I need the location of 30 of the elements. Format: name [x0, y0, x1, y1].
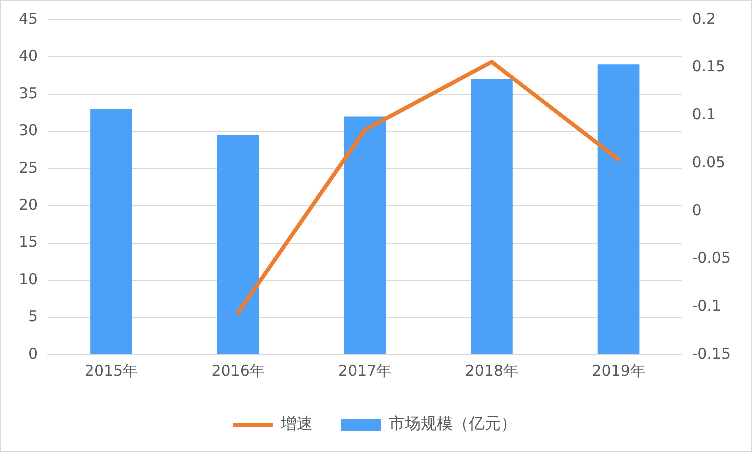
- y-tick-label: 40: [18, 47, 38, 66]
- y-tick-label: 45: [18, 10, 38, 28]
- y-tick-label: 0: [28, 344, 38, 363]
- x-tick-label: 2017年: [338, 362, 392, 380]
- bar: [90, 109, 132, 354]
- x-tick-label: 2019年: [592, 362, 646, 380]
- y2-tick-label: -0.15: [692, 344, 731, 363]
- bar: [217, 135, 260, 354]
- y2-tick-label: 0.2: [692, 10, 716, 28]
- y-tick-label: 30: [18, 122, 38, 140]
- y2-tick-label: -0.1: [692, 297, 722, 316]
- y2-tick-label: 0: [692, 201, 702, 220]
- bar: [344, 116, 386, 354]
- y-tick-label: 35: [18, 84, 38, 102]
- y2-tick-label: 0.15: [692, 58, 726, 76]
- y-tick-label: 5: [28, 308, 38, 326]
- y2-tick-label: 0.1: [692, 106, 716, 124]
- bar: [471, 80, 513, 354]
- y-tick-label: 10: [18, 270, 38, 288]
- bar: [598, 64, 640, 354]
- x-tick-label: 2018年: [465, 362, 519, 380]
- legend-label: 增速: [280, 414, 313, 434]
- x-tick-label: 2015年: [84, 362, 138, 380]
- legend-label: 市场规模（亿元）: [389, 414, 517, 434]
- y2-tick-label: 0.05: [692, 153, 726, 172]
- y-tick-label: 25: [18, 158, 38, 177]
- y-tick-label: 20: [18, 196, 38, 214]
- y-tick-label: 15: [18, 233, 38, 252]
- y2-tick-label: -0.05: [692, 249, 731, 268]
- x-tick-label: 2016年: [212, 362, 265, 380]
